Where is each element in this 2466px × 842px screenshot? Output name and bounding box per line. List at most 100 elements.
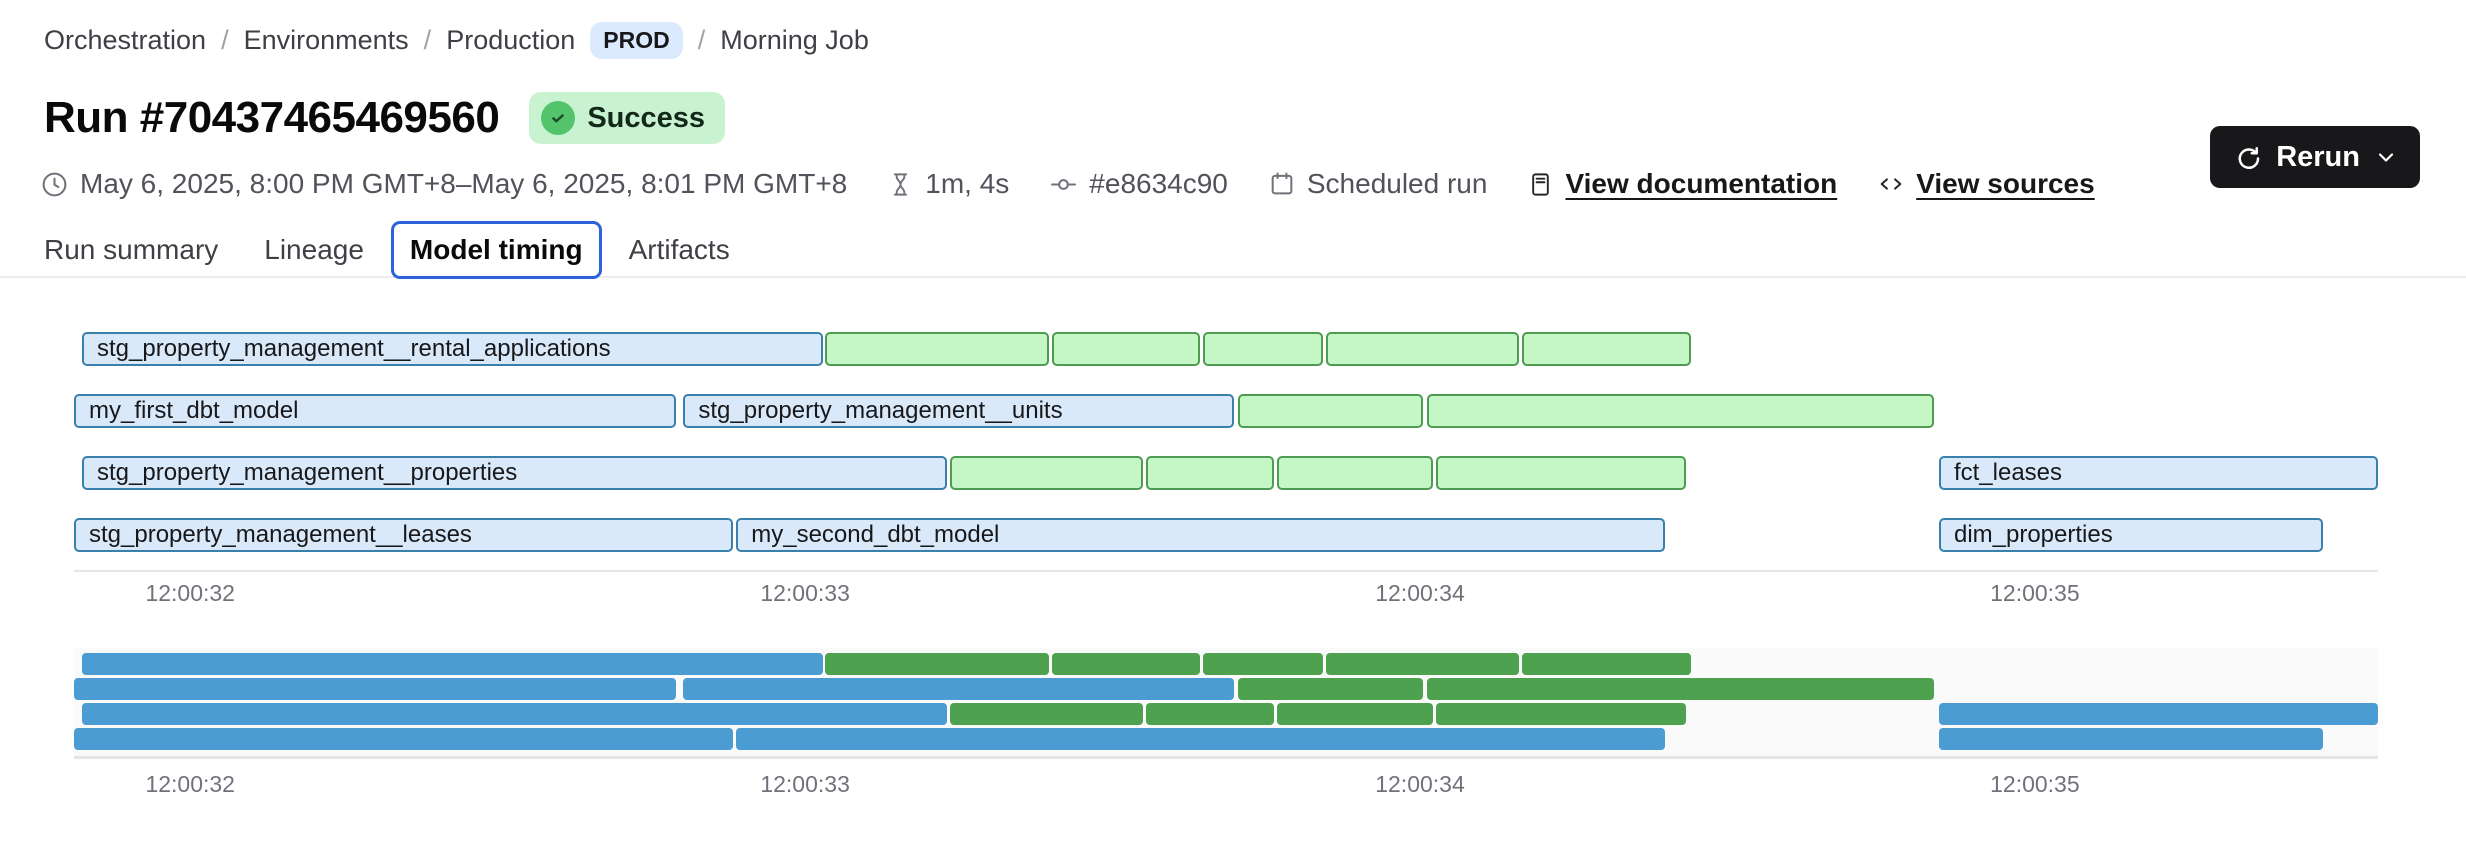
rerun-label: Rerun	[2276, 140, 2360, 173]
axis-tick-label: 12:00:35	[1990, 771, 2080, 797]
refresh-icon	[2232, 142, 2262, 172]
test-bar[interactable]	[1202, 332, 1324, 366]
chevron-down-icon	[2374, 145, 2398, 169]
tab-artifacts[interactable]: Artifacts	[628, 234, 730, 265]
test-bar[interactable]	[1522, 332, 1692, 366]
axis-tick-label: 12:00:35	[1990, 580, 2080, 606]
test-bar[interactable]	[1435, 456, 1687, 490]
view-documentation-link[interactable]: View documentation	[1527, 168, 1837, 200]
run-commit: #e8634c90	[1049, 168, 1228, 200]
gantt-rows: stg_property_management__rental_applicat…	[74, 332, 2378, 552]
gantt-row: stg_property_management__properties fct_l…	[74, 456, 2378, 490]
gantt-row: stg_property_management__rental_applicat…	[74, 332, 2378, 366]
test-bar[interactable]	[825, 332, 1050, 366]
minimap-bar	[683, 678, 1235, 700]
document-icon	[1527, 171, 1554, 198]
axis-tick-label: 12:00:33	[760, 580, 850, 606]
check-circle-icon	[541, 101, 576, 135]
model-timing-chart: stg_property_management__rental_applicat…	[74, 332, 2378, 610]
test-bar[interactable]	[950, 456, 1144, 490]
view-sources-label: View sources	[1916, 168, 2095, 199]
rerun-button[interactable]: Rerun	[2210, 126, 2420, 188]
run-meta: May 6, 2025, 8:00 PM GMT+8–May 6, 2025, …	[40, 168, 2095, 200]
axis-tick-label: 12:00:32	[145, 771, 235, 797]
minimap-panel[interactable]	[74, 648, 2378, 759]
gantt-row: my_first_dbt_model stg_property_managemen…	[74, 394, 2378, 428]
main-axis-line	[74, 570, 2378, 572]
minimap-bar	[1435, 703, 1687, 725]
tab-lineage[interactable]: Lineage	[264, 234, 364, 265]
minimap-bar	[74, 728, 734, 750]
axis-tick-label: 12:00:34	[1375, 771, 1465, 797]
timing-minimap[interactable]: 12:00:32 12:00:33 12:00:34 12:00:35	[74, 648, 2378, 801]
model-bar[interactable]: stg_property_management__rental_applicat…	[81, 332, 823, 366]
model-bar[interactable]: dim_properties	[1938, 518, 2324, 552]
breadcrumb: Orchestration / Environments / Productio…	[44, 22, 869, 59]
minimap-bar	[1938, 703, 2378, 725]
test-bar[interactable]	[1237, 394, 1424, 428]
test-bar[interactable]	[1426, 394, 1935, 428]
model-bar[interactable]: stg_property_management__properties	[81, 456, 948, 490]
breadcrumb-environments[interactable]: Environments	[243, 25, 409, 55]
tab-model-timing[interactable]: Model timing	[390, 221, 602, 279]
status-label: Success	[587, 101, 706, 134]
minimap-bar	[1938, 728, 2324, 750]
model-bar[interactable]: fct_leases	[1938, 456, 2378, 490]
run-trigger: Scheduled run	[1268, 168, 1488, 200]
breadcrumb-separator: /	[423, 25, 432, 55]
test-bar[interactable]	[1276, 456, 1433, 490]
axis-tick-label: 12:00:33	[760, 771, 850, 797]
minimap-bar	[1052, 653, 1200, 675]
run-schedule: May 6, 2025, 8:00 PM GMT+8–May 6, 2025, …	[40, 168, 847, 200]
minimap-axis-ticks: 12:00:32 12:00:33 12:00:34 12:00:35	[74, 771, 2378, 801]
minimap-bar	[1325, 653, 1519, 675]
test-bar[interactable]	[1145, 456, 1275, 490]
run-trigger-text: Scheduled run	[1306, 168, 1488, 199]
run-commit-text: #e8634c90	[1089, 168, 1228, 199]
page-title: Run #70437465469560	[44, 93, 500, 142]
minimap-bar	[74, 678, 676, 700]
code-icon	[1877, 170, 1905, 198]
view-documentation-label: View documentation	[1565, 168, 1838, 199]
axis-tick-label: 12:00:34	[1375, 580, 1465, 606]
minimap-bar	[1522, 653, 1692, 675]
breadcrumb-orchestration[interactable]: Orchestration	[44, 25, 207, 55]
minimap-bar	[736, 728, 1665, 750]
breadcrumb-morning-job[interactable]: Morning Job	[720, 25, 869, 55]
minimap-row	[74, 653, 2378, 675]
run-schedule-text: May 6, 2025, 8:00 PM GMT+8–May 6, 2025, …	[80, 168, 848, 199]
tab-bar: Run summary Lineage Model timing Artifac…	[44, 221, 730, 279]
title-row: Run #70437465469560 Success	[44, 92, 726, 144]
hourglass-icon	[887, 171, 914, 198]
minimap-bar	[81, 653, 823, 675]
minimap-bar	[1145, 703, 1275, 725]
model-bar[interactable]: stg_property_management__units	[683, 394, 1235, 428]
run-duration: 1m, 4s	[887, 168, 1009, 200]
breadcrumb-production[interactable]: Production	[446, 25, 576, 55]
minimap-row	[74, 703, 2378, 725]
view-sources-link[interactable]: View sources	[1877, 168, 2095, 200]
gantt-row: stg_property_management__leases my_second…	[74, 518, 2378, 552]
model-bar[interactable]: my_first_dbt_model	[74, 394, 676, 428]
model-bar[interactable]: stg_property_management__leases	[74, 518, 734, 552]
run-duration-text: 1m, 4s	[925, 168, 1010, 199]
status-badge: Success	[529, 92, 726, 144]
git-commit-icon	[1049, 170, 1078, 199]
breadcrumb-separator: /	[697, 25, 706, 55]
breadcrumb-separator: /	[221, 25, 229, 55]
main-axis-ticks: 12:00:32 12:00:33 12:00:34 12:00:35	[74, 580, 2378, 610]
minimap-bar	[825, 653, 1050, 675]
minimap-row	[74, 728, 2378, 750]
tabs-divider	[0, 276, 2466, 278]
tab-run-summary[interactable]: Run summary	[44, 234, 219, 265]
model-bar[interactable]: my_second_dbt_model	[736, 518, 1665, 552]
minimap-bar	[81, 703, 948, 725]
test-bar[interactable]	[1325, 332, 1519, 366]
test-bar[interactable]	[1052, 332, 1200, 366]
minimap-bar	[1237, 678, 1424, 700]
minimap-bar	[1202, 653, 1324, 675]
minimap-row	[74, 678, 2378, 700]
axis-tick-label: 12:00:32	[145, 580, 235, 606]
minimap-bar	[950, 703, 1144, 725]
